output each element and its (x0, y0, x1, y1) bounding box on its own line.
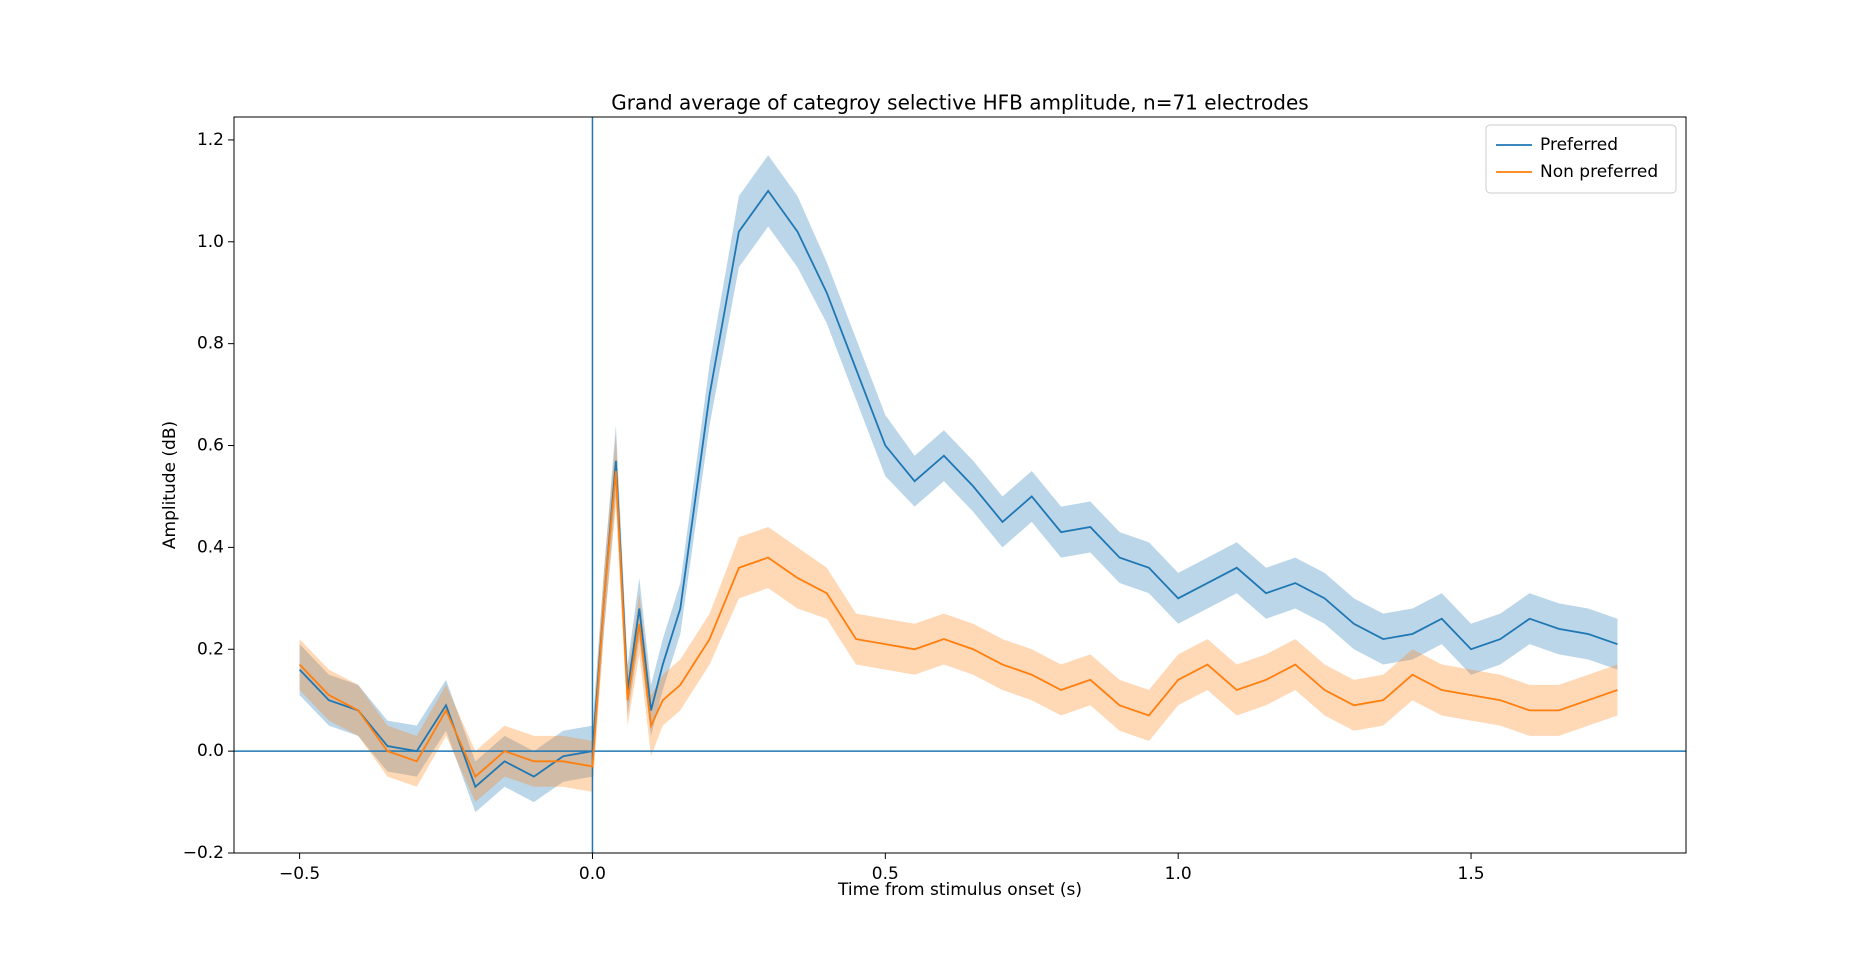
x-tick-label: 0.5 (872, 864, 899, 884)
y-tick-label: −0.2 (183, 843, 224, 863)
error-band (299, 155, 1618, 813)
legend-label: Non preferred (1540, 162, 1658, 182)
y-tick-label: 0.2 (197, 639, 224, 659)
x-tick-label: 0.0 (579, 864, 606, 884)
y-tick-label: 1.2 (197, 130, 224, 150)
x-tick-label: 1.0 (1165, 864, 1192, 884)
legend-box (1485, 124, 1677, 194)
plot-frame (233, 116, 1687, 854)
y-tick-label: 0.0 (197, 741, 224, 761)
y-tick-label: 0.6 (197, 436, 224, 456)
y-tick-label: 1.0 (197, 232, 224, 252)
y-tick-label: 0.8 (197, 334, 224, 354)
series-line (298, 189, 1618, 789)
x-axis-label: Time from stimulus onset (s) (837, 880, 1082, 900)
x-tick-label: 1.5 (1458, 864, 1485, 884)
error-band (299, 435, 1618, 803)
legend-label: Preferred (1540, 135, 1618, 155)
chart-title: Grand average of categroy selective HFB … (611, 91, 1308, 115)
y-tick-label: 0.4 (197, 537, 224, 557)
y-axis-label: Amplitude (dB) (160, 421, 180, 549)
x-tick-label: −0.5 (279, 864, 320, 884)
series-line (298, 470, 1618, 779)
